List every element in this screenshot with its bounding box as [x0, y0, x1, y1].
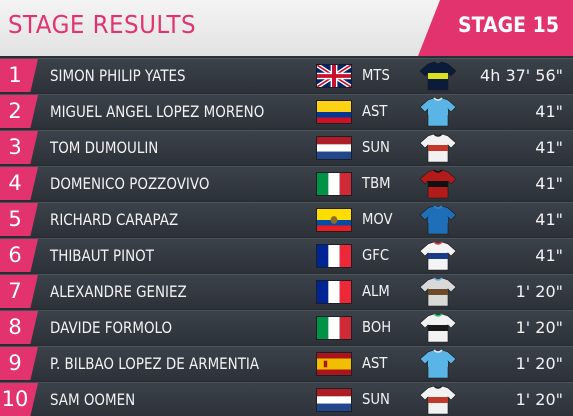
fra-flag — [316, 280, 352, 304]
finish-time: 1' 20" — [515, 354, 563, 373]
team-code: AST — [362, 354, 388, 372]
bahrain-merida-jersey — [418, 169, 458, 199]
position-badge: 6 — [0, 239, 38, 272]
position-badge: 1 — [0, 59, 38, 92]
position-badge: 4 — [0, 167, 38, 200]
position-badge: 9 — [0, 347, 38, 380]
result-row: 10 SAM OOMEN SUN 1' 20" — [0, 382, 573, 416]
position-badge: 5 — [0, 203, 38, 236]
rider-name: SAM OOMEN — [50, 390, 136, 409]
rider-name: MIGUEL ANGEL LOPEZ MORENO — [50, 102, 265, 121]
position-badge: 3 — [0, 131, 38, 164]
team-code: GFC — [362, 246, 390, 264]
team-code: MTS — [362, 66, 390, 84]
finish-time: 4h 37' 56" — [480, 66, 563, 85]
results-header: STAGE RESULTS STAGE 15 — [0, 0, 573, 56]
finish-time: 41" — [535, 210, 563, 229]
result-row: 6 THIBAUT PINOT GFC 41" — [0, 238, 573, 272]
team-code: SUN — [362, 138, 390, 156]
sunweb-jersey — [418, 133, 458, 163]
result-row: 1 SIMON PHILIP YATES MTS 4h 37' 56" — [0, 58, 573, 92]
bora-hansgrohe-jersey — [418, 313, 458, 343]
stage-badge: STAGE 15 — [418, 0, 573, 56]
rider-name: THIBAUT PINOT — [50, 246, 154, 265]
team-code: MOV — [362, 210, 393, 228]
team-code: BOH — [362, 318, 392, 336]
movistar-jersey — [418, 205, 458, 235]
finish-time: 1' 20" — [515, 318, 563, 337]
result-row: 2 MIGUEL ANGEL LOPEZ MORENO AST 41" — [0, 94, 573, 128]
team-code: TBM — [362, 174, 391, 192]
astana-jersey — [418, 97, 458, 127]
rider-name: ALEXANDRE GENIEZ — [50, 282, 187, 301]
result-row: 5 RICHARD CARAPAZ MOV 41" — [0, 202, 573, 236]
page-title: STAGE RESULTS — [8, 10, 197, 39]
finish-time: 1' 20" — [515, 282, 563, 301]
position-badge: 10 — [0, 383, 38, 416]
sunweb-jersey — [418, 385, 458, 415]
finish-time: 41" — [535, 246, 563, 265]
finish-time: 41" — [535, 138, 563, 157]
esp-flag — [316, 352, 352, 376]
result-row: 7 ALEXANDRE GENIEZ ALM 1' 20" — [0, 274, 573, 308]
rider-name: P. BILBAO LOPEZ DE ARMENTIA — [50, 354, 260, 373]
team-code: ALM — [362, 282, 390, 300]
rider-name: DOMENICO POZZOVIVO — [50, 174, 210, 193]
rider-name: SIMON PHILIP YATES — [50, 66, 186, 85]
rider-name: DAVIDE FORMOLO — [50, 318, 173, 337]
team-code: AST — [362, 102, 388, 120]
ag2r-jersey — [418, 277, 458, 307]
finish-time: 41" — [535, 174, 563, 193]
ned-flag — [316, 388, 352, 412]
gbr-flag — [315, 63, 353, 89]
finish-time: 1' 20" — [515, 390, 563, 409]
result-row: 8 DAVIDE FORMOLO BOH 1' 20" — [0, 310, 573, 344]
rider-name: TOM DUMOULIN — [50, 138, 159, 157]
result-row: 4 DOMENICO POZZOVIVO TBM 41" — [0, 166, 573, 200]
team-code: SUN — [362, 390, 390, 408]
col-flag — [316, 100, 352, 124]
result-row: 3 TOM DUMOULIN SUN 41" — [0, 130, 573, 164]
ita-flag — [316, 172, 352, 196]
stage-label: STAGE 15 — [458, 13, 559, 37]
groupama-fdj-jersey — [418, 241, 458, 271]
mitchelton-scott-jersey — [418, 61, 458, 91]
ecu-flag — [316, 208, 352, 232]
astana-jersey — [418, 349, 458, 379]
results-table: 1 SIMON PHILIP YATES MTS 4h 37' 56" 2 MIGUEL … — [0, 58, 573, 416]
ita-flag — [316, 316, 352, 340]
result-row: 9 P. BILBAO LOPEZ DE ARMENTIA AST 1' 20" — [0, 346, 573, 380]
rider-name: RICHARD CARAPAZ — [50, 210, 179, 229]
position-badge: 2 — [0, 95, 38, 128]
ned-flag — [316, 136, 352, 160]
position-badge: 7 — [0, 275, 38, 308]
finish-time: 41" — [535, 102, 563, 121]
fra-flag — [316, 244, 352, 268]
position-badge: 8 — [0, 311, 38, 344]
